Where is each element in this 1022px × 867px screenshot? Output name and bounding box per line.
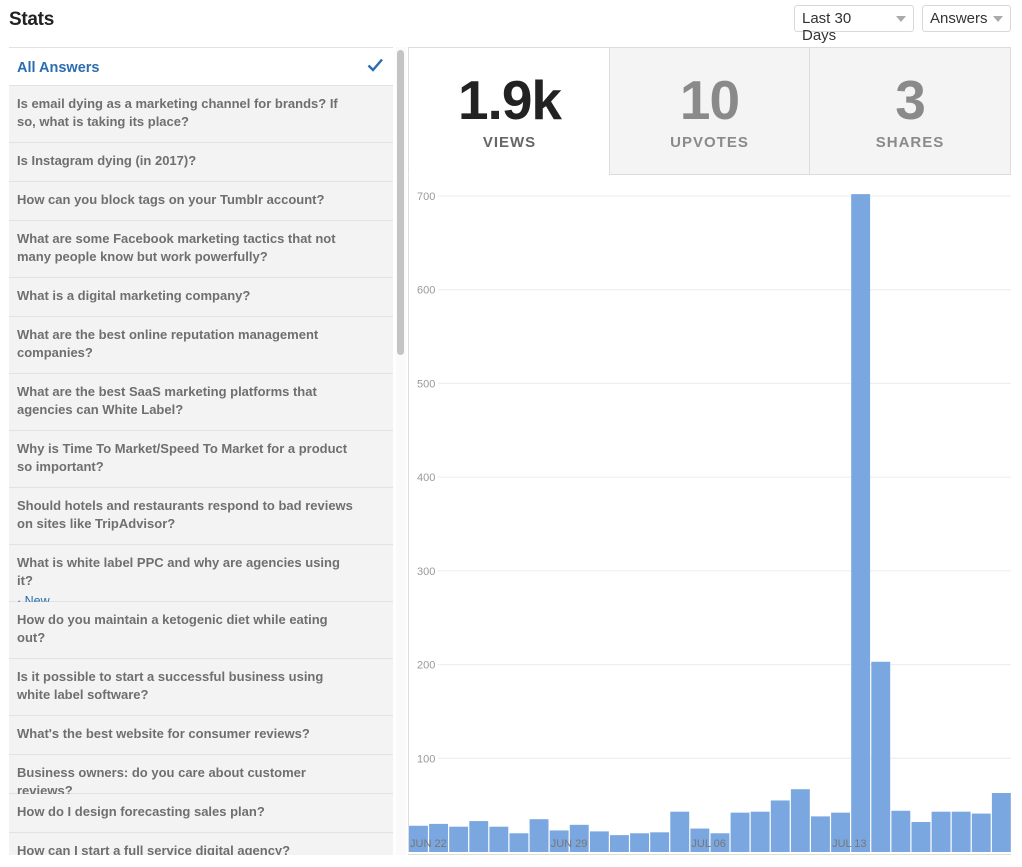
answer-list-item[interactable]: Is email dying as a marketing channel fo… [9,86,393,143]
views-label: VIEWS [482,134,537,151]
answer-list-item[interactable]: What is white label PPC and why are agen… [9,545,393,608]
views-bar[interactable] [569,824,589,852]
content-type-dropdown[interactable]: Answers [922,5,1011,32]
answer-list-item[interactable]: What are the best online reputation mana… [9,317,393,374]
y-tick-label: 700 [417,191,435,203]
answer-question-label: How can I start a full service digital a… [17,843,291,855]
answer-question-label: All Answers [17,60,100,76]
sidebar-scrollbar[interactable] [396,47,406,855]
views-bar[interactable] [931,811,951,852]
answers-list: All Answers Is email dying as a marketing… [9,47,393,855]
views-bar[interactable] [811,816,830,852]
views-bar[interactable] [589,831,609,852]
views-bar[interactable] [449,826,469,852]
answer-list-item[interactable]: What are some Facebook marketing tactics… [9,221,393,278]
answer-question-label: How do I design forecasting sales plan? [17,804,265,819]
views-bar[interactable] [871,661,891,852]
views-bar[interactable] [650,832,670,852]
views-bar[interactable] [670,811,690,852]
answer-list-item[interactable]: Why is Time To Market/Speed To Market fo… [9,431,393,488]
views-bar[interactable] [549,830,569,852]
date-range-dropdown[interactable]: Last 30 Days [794,5,914,44]
answer-question-label: Is email dying as a marketing channel fo… [17,96,338,129]
views-bar[interactable] [429,823,448,852]
views-chart: 100 200 300 400 500 600 700 JUN 22 JUN 29 JUL 06 J… [408,175,1012,855]
answer-question-label: What are some Facebook marketing tactics… [17,231,336,264]
chart-bottom-border [408,854,1011,855]
caret-down-icon [993,16,1003,22]
all-answers-item[interactable]: All Answers [9,48,393,86]
date-range-label: Last 30 Days [802,10,852,44]
shares-label: SHARES [875,134,945,151]
views-bar[interactable] [610,835,629,852]
answer-list-item[interactable]: Should hotels and restaurants respond to… [9,488,393,545]
answer-list-item[interactable]: Business owners: do you care about custo… [9,755,393,798]
y-tick-label: 300 [417,566,435,578]
answer-list-item[interactable]: What are the best SaaS marketing platfor… [9,374,393,431]
scrollbar-thumb[interactable] [397,50,404,355]
views-bar[interactable] [851,194,871,852]
upvotes-label: UPVOTES [670,134,749,151]
answer-list-item[interactable]: How can I start a full service digital a… [9,833,393,855]
answer-question-label: Is it possible to start a successful bus… [17,669,324,702]
checkmark-icon [367,58,383,72]
y-tick-label: 100 [417,753,435,765]
y-tick-label: 200 [417,660,435,672]
answer-list-item[interactable]: Is it possible to start a successful bus… [9,659,393,716]
views-bar[interactable] [971,813,991,852]
views-bar[interactable] [891,810,911,852]
answer-list-item[interactable]: How can you block tags on your Tumblr ac… [9,182,393,221]
answer-question-label: Should hotels and restaurants respond to… [17,498,353,531]
views-bar[interactable] [489,826,509,852]
caret-down-icon [896,16,906,22]
answer-list-item[interactable]: What's the best website for consumer rev… [9,716,393,755]
views-bar[interactable] [770,800,790,852]
views-bar[interactable] [991,792,1011,852]
answer-question-label: How can you block tags on your Tumblr ac… [17,192,325,207]
views-bar[interactable] [831,812,850,852]
answer-question-label: What's the best website for consumer rev… [17,726,310,741]
answer-question-label: What is white label PPC and why are agen… [17,555,340,588]
answer-question-label: Is Instagram dying (in 2017)? [17,153,197,168]
upvotes-value: 10 [679,69,740,131]
stats-tabs: 1.9k VIEWS 10 UPVOTES 3 SHARES [408,47,1011,175]
views-bar[interactable] [509,833,529,852]
answer-question-label: What is a digital marketing company? [17,288,251,303]
x-tick-label: JUN 22 [410,838,447,850]
y-tick-label: 500 [417,378,435,390]
views-bar[interactable] [690,828,710,852]
views-bar[interactable] [630,833,649,852]
tab-upvotes[interactable]: 10 UPVOTES [609,47,810,175]
views-bar[interactable] [730,812,750,852]
answer-list-item[interactable]: How do I design forecasting sales plan? [9,794,393,833]
views-bar[interactable] [409,825,428,852]
tab-shares[interactable]: 3 SHARES [809,47,1011,175]
x-tick-label: JUN 29 [551,838,588,850]
answer-list-item[interactable]: What is a digital marketing company? [9,278,393,317]
shares-value: 3 [895,69,926,131]
views-value: 1.9k [457,69,562,131]
y-tick-label: 600 [417,285,435,297]
tab-views[interactable]: 1.9k VIEWS [408,47,610,175]
x-tick-label: JUL 06 [691,838,725,850]
views-chart-svg: 100 200 300 400 500 600 700 JUN 22 JUN 29 JUL 06 J… [408,175,1011,852]
page-title: Stats [9,9,54,30]
answer-question-label: What are the best online reputation mana… [17,327,319,360]
views-bar[interactable] [750,811,770,852]
y-tick-label: 400 [417,472,435,484]
views-bar[interactable] [710,833,730,852]
answer-list-item[interactable]: How do you maintain a ketogenic diet whi… [9,602,393,659]
header: Stats Last 30 Days Answers [0,0,1022,46]
views-bar[interactable] [469,821,489,852]
views-bar[interactable] [529,819,549,852]
answer-question-label: Why is Time To Market/Speed To Market fo… [17,441,348,474]
answer-question-label: How do you maintain a ketogenic diet whi… [17,612,328,645]
views-bar[interactable] [911,822,931,852]
content-type-label: Answers [930,10,988,27]
x-tick-label: JUL 13 [832,838,866,850]
views-bar[interactable] [951,811,971,852]
views-bar[interactable] [790,789,810,852]
answer-list-item[interactable]: Is Instagram dying (in 2017)? [9,143,393,182]
answer-question-label: What are the best SaaS marketing platfor… [17,384,317,417]
